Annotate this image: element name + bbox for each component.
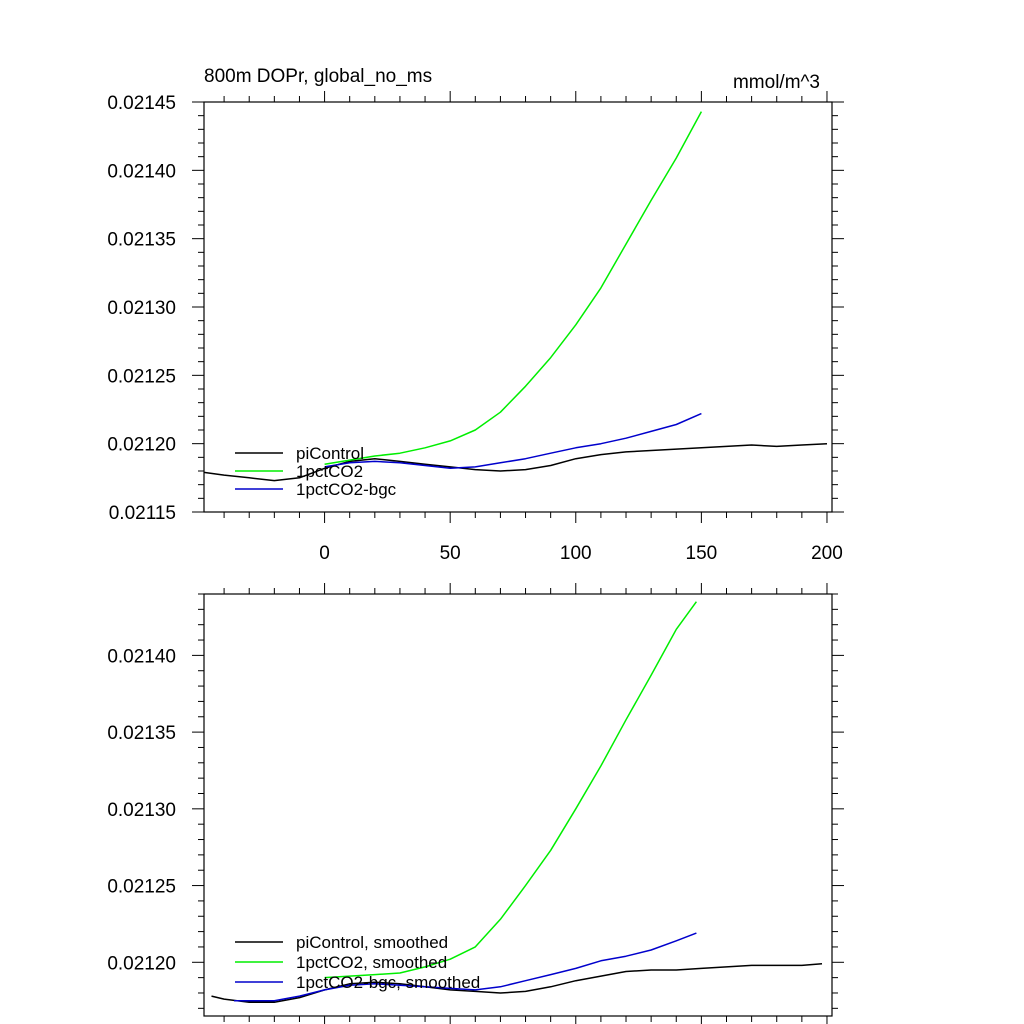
bottom-panel: 0.02120 0.02125 0.02130 0.02135 0.02140 piCon… xyxy=(107,583,844,1024)
y-tick-label: 0.02115 xyxy=(109,503,176,524)
y-tick-label: 0.02145 xyxy=(107,93,176,114)
y-tick-label: 0.02135 xyxy=(107,723,176,744)
series-line-1pctco2-bgc xyxy=(324,412,702,470)
y-tick-label: 0.02120 xyxy=(107,953,176,974)
y-tick-label: 0.02125 xyxy=(107,877,176,898)
y-tick-label: 0.02140 xyxy=(107,646,176,667)
series-line-1pctco2 xyxy=(324,111,703,465)
y-tick-label: 0.02140 xyxy=(107,161,176,182)
series-line-1pctco2-smoothed xyxy=(324,601,698,979)
legend-label: 1pctCO2-bgc xyxy=(296,480,397,499)
chart-title: 800m DOPr, global_no_ms xyxy=(204,66,432,87)
x-tick-label: 200 xyxy=(811,543,843,564)
legend-label: 1pctCO2, smoothed xyxy=(296,953,447,972)
legend-label: piControl xyxy=(296,444,364,463)
legend-label: 1pctCO2 xyxy=(296,462,363,481)
x-tick-label: 50 xyxy=(440,543,461,564)
series-line-picontrol-smoothed xyxy=(211,963,823,1003)
y-tick-label: 0.02125 xyxy=(107,366,176,387)
series-line-1pctco2-bgc-smoothed xyxy=(234,932,697,1002)
y-tick-label: 0.02130 xyxy=(107,298,176,319)
units-label: mmol/m^3 xyxy=(733,72,820,93)
plot-frame xyxy=(203,593,833,1017)
x-tick-label: 100 xyxy=(560,543,592,564)
top-panel: 0 50 100 150 200 0.02115 0.02120 0.02125 0.02130… xyxy=(107,91,844,564)
legend-label: piControl, smoothed xyxy=(296,933,448,952)
y-tick-label: 0.02130 xyxy=(107,800,176,821)
legend-label: 1pctCO2-bgc, smoothed xyxy=(296,973,480,992)
y-tick-label: 0.02120 xyxy=(107,435,176,456)
x-tick-label: 150 xyxy=(686,543,718,564)
x-tick-label: 0 xyxy=(319,543,330,564)
series-line-picontrol xyxy=(203,442,828,482)
y-tick-label: 0.02135 xyxy=(107,230,176,251)
